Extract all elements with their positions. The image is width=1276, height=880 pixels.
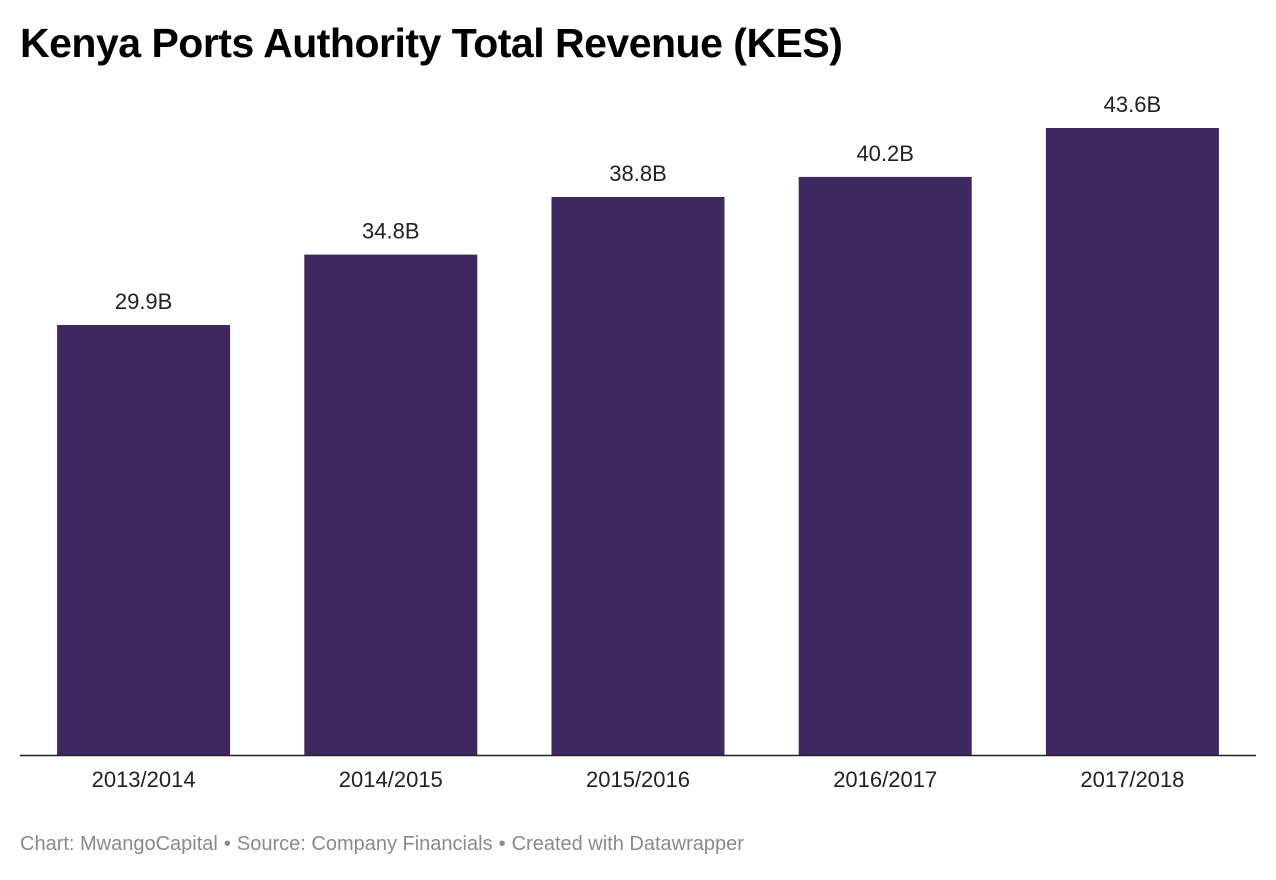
- bar-2014-2015: [304, 254, 478, 755]
- bar-value-label: 34.8B: [362, 219, 420, 244]
- chart-credit: Chart: MwangoCapital: [20, 833, 218, 855]
- bars-group: [57, 128, 1219, 755]
- chart-title: Kenya Ports Authority Total Revenue (KES…: [20, 20, 843, 66]
- created-with-note: Created with Datawrapper: [511, 833, 744, 855]
- bar-value-label: 38.8B: [609, 161, 667, 186]
- bar-value-label: 43.6B: [1104, 92, 1162, 117]
- footer-separator: •: [223, 833, 231, 855]
- source-note: Source: Company Financials: [236, 833, 493, 855]
- x-tick-label: 2013/2014: [92, 767, 196, 792]
- x-axis-tick-labels: 2013/2014 2014/2015 2015/2016 2016/2017 2017…: [92, 767, 1185, 792]
- value-labels-group: 29.9B 34.8B 38.8B 40.2B 43.6B: [115, 92, 1161, 314]
- x-tick-label: 2015/2016: [586, 767, 690, 792]
- footer-separator: •: [498, 833, 506, 855]
- x-tick-label: 2016/2017: [833, 767, 937, 792]
- bar-value-label: 29.9B: [115, 289, 173, 314]
- bar-2017-2018: [1045, 128, 1219, 755]
- bar-2013-2014: [57, 325, 231, 755]
- bar-2015-2016: [551, 197, 725, 755]
- x-tick-label: 2014/2015: [339, 767, 443, 792]
- bar-2016-2017: [798, 176, 972, 755]
- bar-value-label: 40.2B: [856, 141, 914, 166]
- chart-footer: Chart: MwangoCapital • Source: Company Fin…: [20, 833, 744, 856]
- x-tick-label: 2017/2018: [1080, 767, 1184, 792]
